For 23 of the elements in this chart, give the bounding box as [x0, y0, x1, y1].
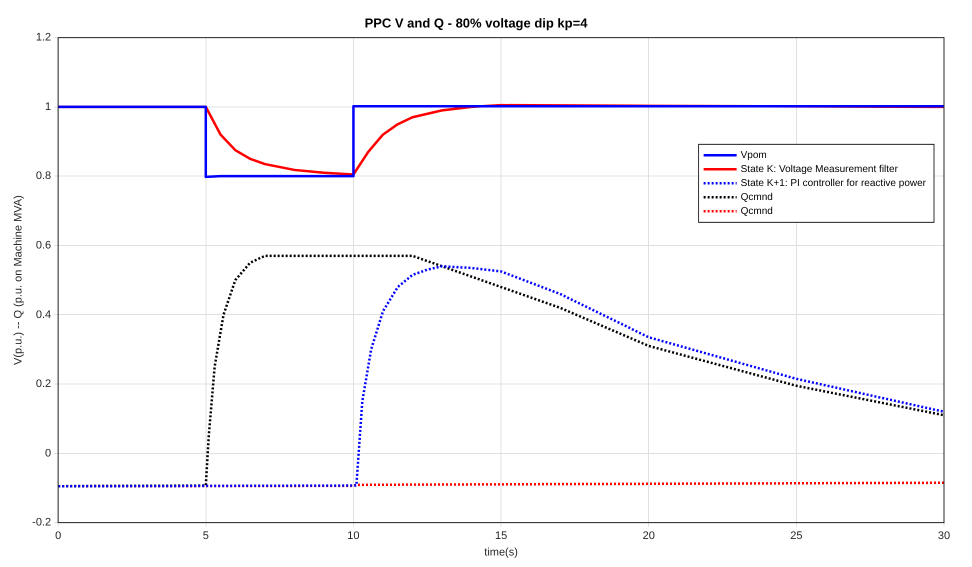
- y-tick-label: 0.2: [36, 378, 52, 390]
- x-tick-label: 30: [938, 530, 950, 542]
- x-tick-label: 10: [347, 530, 360, 542]
- x-tick-label: 25: [790, 530, 802, 542]
- y-tick-label: -0.2: [32, 516, 52, 529]
- y-tick-label: 0.4: [36, 308, 52, 321]
- x-tick-label: 15: [494, 530, 508, 542]
- y-axis-title: V(p.u.) -- Q (p.u. on Machine MVA): [12, 195, 25, 365]
- legend-label: Vpom: [740, 150, 767, 162]
- legend-label: Qcmnd: [740, 206, 773, 218]
- x-axis-title: time(s): [484, 546, 518, 558]
- legend-label: State K: Voltage Measurement filter: [740, 164, 899, 176]
- y-tick-label: 0: [45, 447, 52, 460]
- chart-title: PPC V and Q - 80% voltage dip kp=4: [364, 15, 588, 30]
- x-tick-label: 0: [55, 530, 62, 542]
- y-tick-label: 1: [45, 100, 52, 113]
- legend-label: State K+1: PI controller for reactive power: [740, 178, 927, 190]
- x-tick-label: 20: [642, 530, 655, 542]
- y-tick-label: 0.6: [36, 239, 52, 252]
- y-tick-label: 0.8: [36, 170, 52, 182]
- y-tick-label: 1.2: [36, 32, 52, 44]
- x-tick-label: 5: [202, 530, 209, 542]
- legend-label: Qcmnd: [740, 192, 773, 204]
